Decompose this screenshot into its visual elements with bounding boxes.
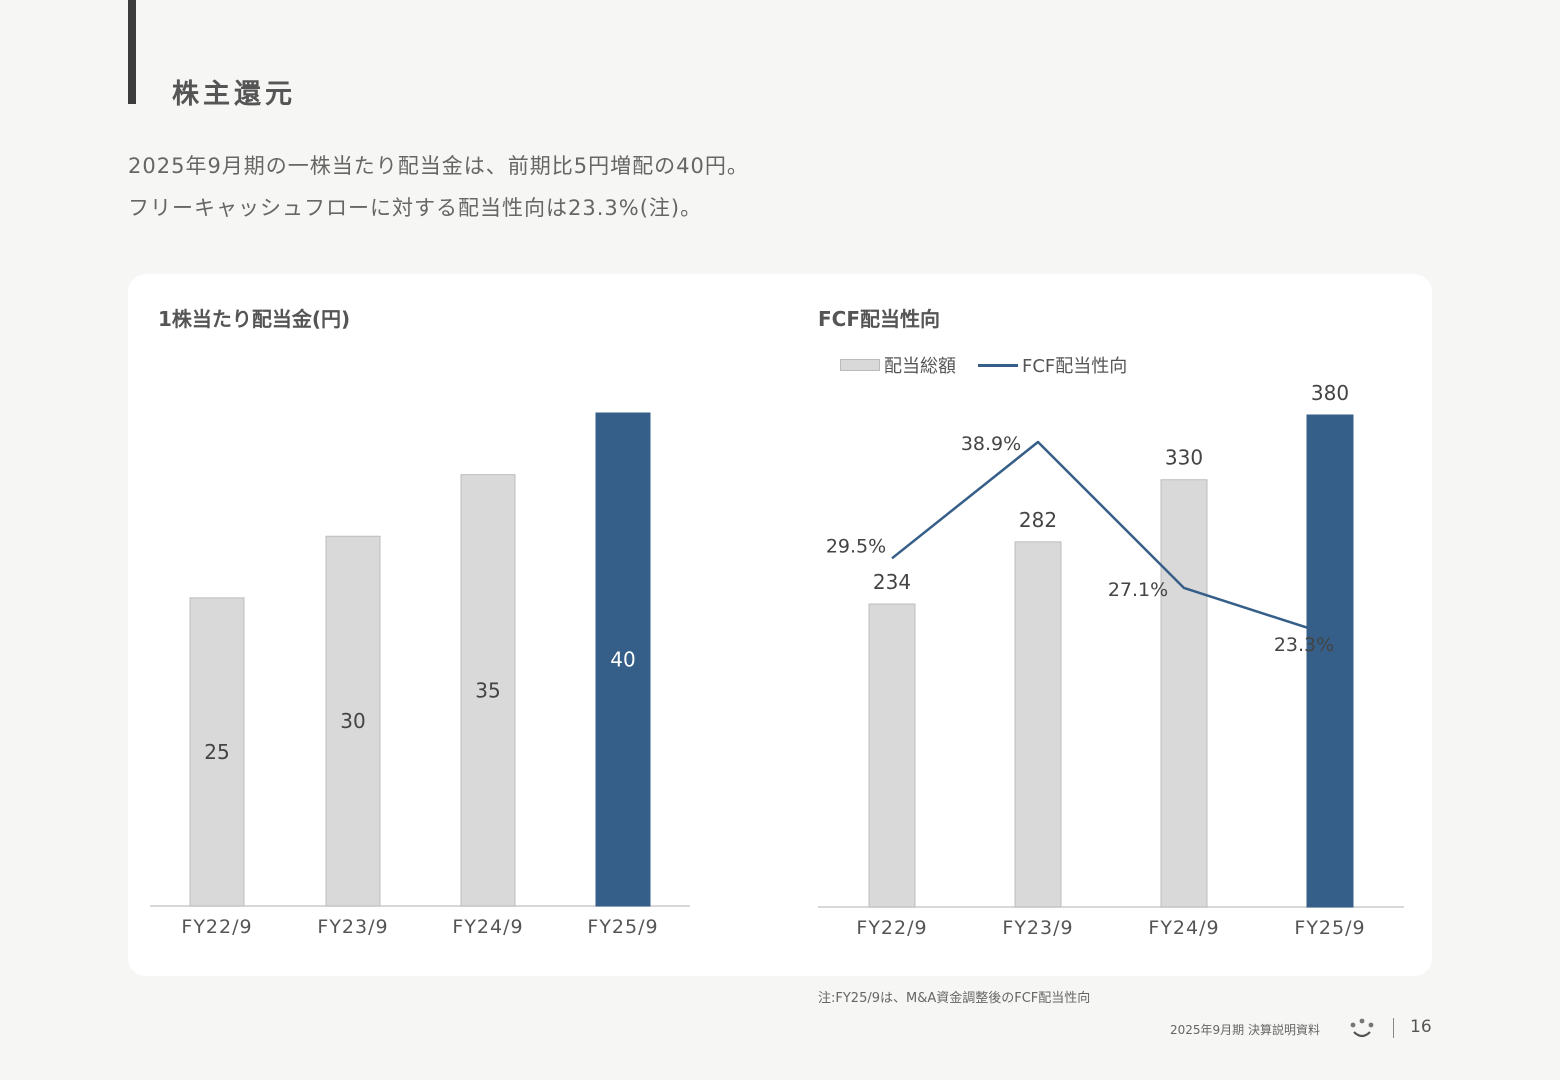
chart1-data-label: 30 [340,709,365,733]
fcf-chart-legend: 配当総額 FCF配当性向 [840,352,1127,378]
chart1-x-tick-label: FY25/9 [587,916,658,938]
chart2-x-tick-label: FY24/9 [1148,917,1219,939]
legend-bar-swatch [840,359,880,371]
lead-text-line-2: フリーキャッシュフローに対する配当性向は23.3%(注)。 [128,196,703,220]
chart2-line-data-label: 38.9% [961,433,1021,455]
smile-face-icon [1350,1018,1374,1038]
chart1-bar [325,535,381,907]
footnote: 注:FY25/9は、M&A資金調整後のFCF配当性向 [818,991,1091,1006]
chart2-line-data-label: 27.1% [1108,579,1168,601]
legend-line-swatch [978,363,1018,367]
chart1-bar [189,597,245,907]
chart1-x-tick-label: FY24/9 [452,916,523,938]
chart1-data-label: 35 [475,678,500,702]
chart1-x-tick-label: FY23/9 [317,916,388,938]
chart1-x-tick-label: FY22/9 [181,916,252,938]
chart2-bar [1306,414,1354,908]
lead-text-line-1: 2025年9月期の一株当たり配当金は、前期比5円増配の40円。 [128,154,749,178]
chart2-bar-data-label: 282 [1019,508,1057,532]
chart2-bar-data-label: 234 [873,570,911,594]
chart2-x-tick-label: FY23/9 [1002,917,1073,939]
chart2-bar-data-label: 380 [1311,381,1349,405]
page-number: 16 [1410,1017,1432,1037]
chart2-bar [1014,541,1062,908]
chart2-line-data-label: 23.3% [1274,634,1334,656]
chart1-bar [460,474,516,907]
chart2-payout-line [891,440,1331,637]
footer-separator [1393,1018,1394,1038]
chart2-x-tick-label: FY25/9 [1294,917,1365,939]
chart1-data-label: 25 [204,740,229,764]
legend-bar-label: 配当総額 [884,356,956,377]
chart1-bar [595,412,651,907]
chart2-bar [868,603,916,908]
page-title: 株主還元 [172,79,296,110]
chart2-line-data-label: 29.5% [826,535,886,557]
dividend-per-share-chart-title: 1株当たり配当金(円) [158,307,351,331]
chart1-data-label: 40 [610,648,635,672]
chart2-x-tick-label: FY22/9 [856,917,927,939]
legend-line-label: FCF配当性向 [1022,356,1128,377]
title-accent-bar [128,0,136,104]
footer-document-title: 2025年9月期 決算説明資料 [1170,1023,1320,1037]
chart2-bar-data-label: 330 [1165,446,1203,470]
chart2-bar [1160,479,1208,908]
fcf-payout-chart-title: FCF配当性向 [818,307,941,331]
